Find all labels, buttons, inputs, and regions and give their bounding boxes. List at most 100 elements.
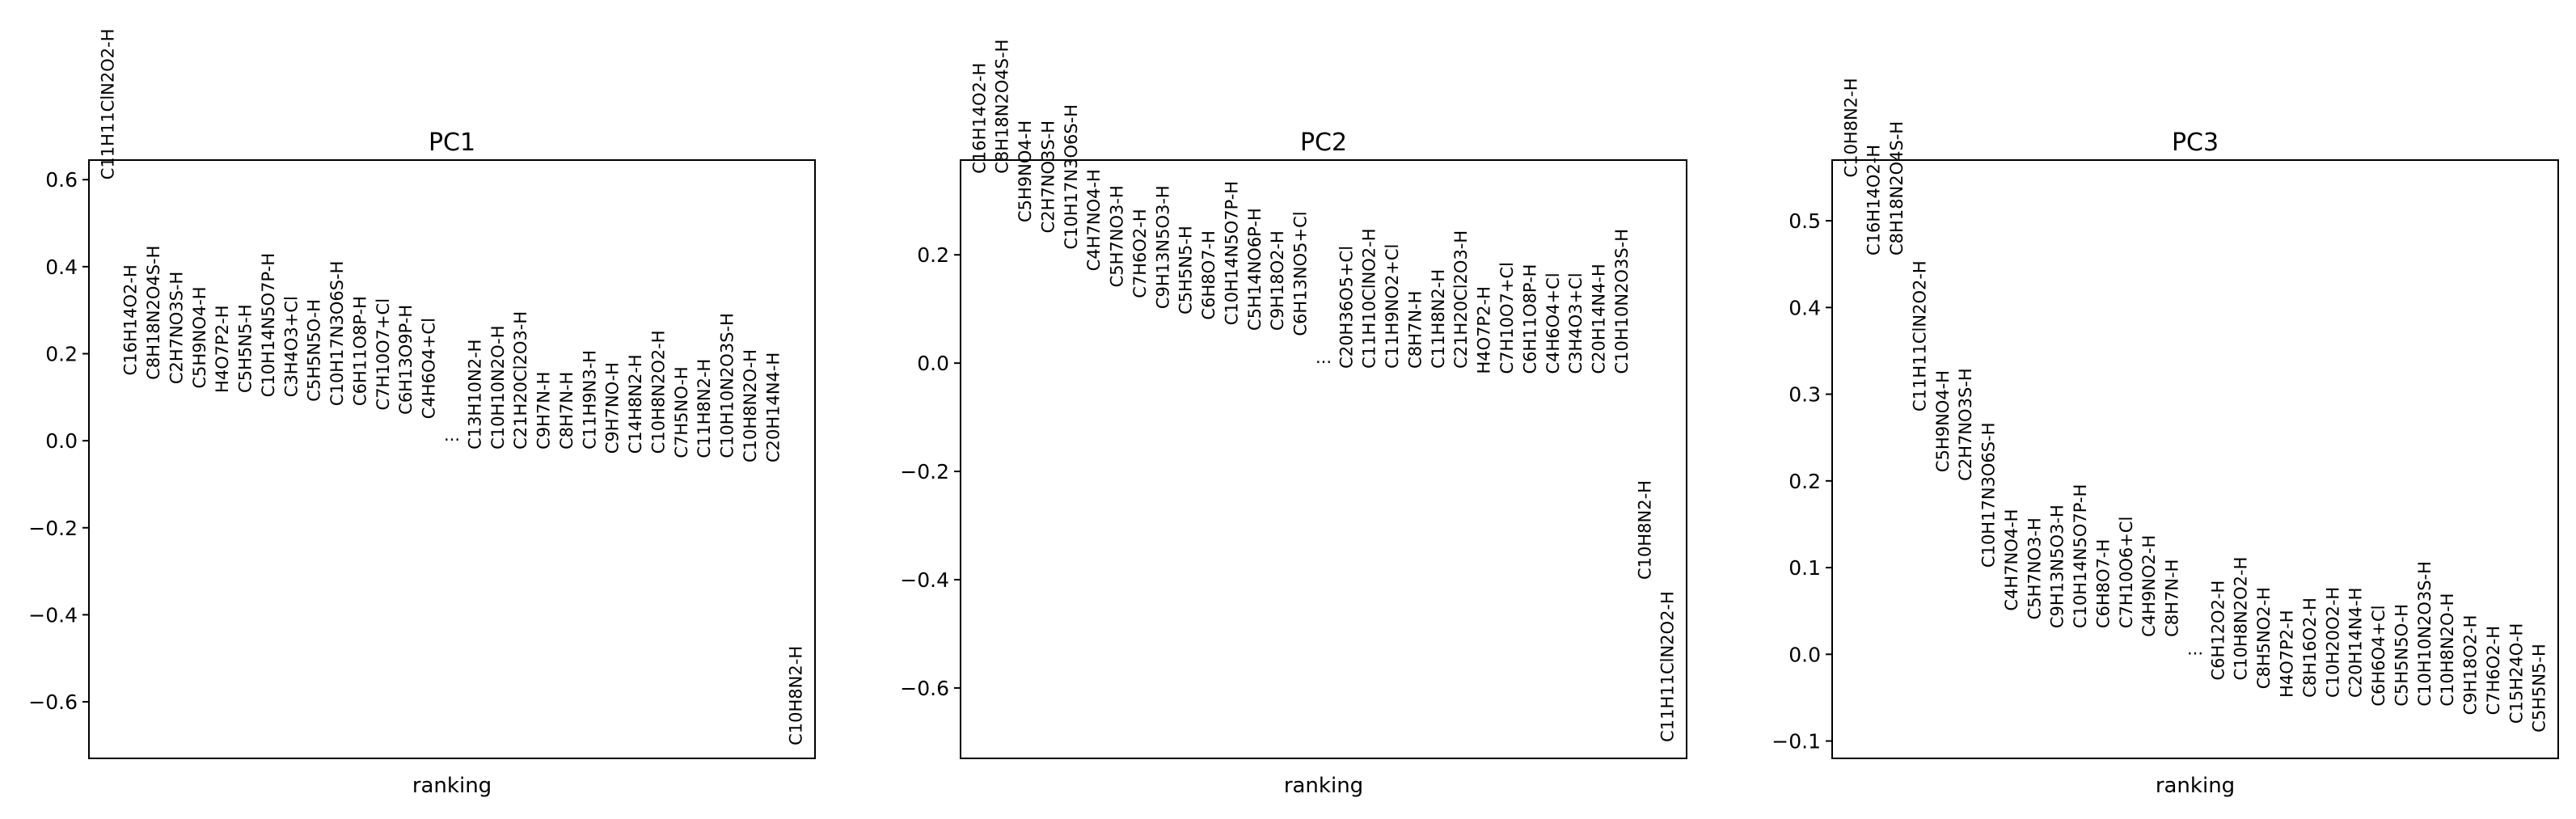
gene-label: C6H11O8P-H xyxy=(1520,264,1539,374)
gene-label: C6H8O7-H xyxy=(1199,230,1218,319)
gene-label: C5H7NO3-H xyxy=(2025,517,2044,619)
y-tick-label: 0.0 xyxy=(917,352,949,375)
gene-label: C8H18N2O4S-H xyxy=(993,40,1012,174)
gene-label: C9H13N5O3-H xyxy=(2048,504,2067,628)
y-tick-label: −0.4 xyxy=(900,568,949,592)
gene-label: C5H9NO4-H xyxy=(1933,370,1953,472)
gene-label: C5H9NO4-H xyxy=(1016,120,1035,222)
gene-label: C9H18O2-H xyxy=(2461,615,2481,716)
gene-label: C10H10N2O3S-H xyxy=(1612,229,1632,374)
gene-label: C8H5NO2-H xyxy=(2254,587,2274,689)
gene-label: C8H18N2O4S-H xyxy=(144,246,163,380)
gene-label: C10H14N5O7P-H xyxy=(1222,181,1241,325)
gene-label: C9H13N5O3-H xyxy=(1153,185,1172,309)
gene-label: C20H14N4-H xyxy=(1590,264,1609,374)
gene-label: C10H17N3O6S-H xyxy=(327,261,347,407)
gene-label: C2H7NO3S-H xyxy=(1038,120,1058,233)
gene-label: C3H4O3+Cl xyxy=(281,296,301,397)
gene-label: C5H7NO3-H xyxy=(1108,185,1127,287)
gene-label: C6H11O8P-H xyxy=(350,296,370,406)
gene-label: C10H20O2-H xyxy=(2323,587,2342,698)
gene-label: C11H8N2-H xyxy=(1429,269,1448,369)
y-tick-label: 0.1 xyxy=(1788,556,1821,580)
ellipsis-label: ... xyxy=(444,425,460,445)
panel-title: PC1 xyxy=(429,129,475,157)
gene-label: C11H9N3-H xyxy=(580,350,599,450)
gene-label: H4O7P2-H xyxy=(2278,610,2297,697)
gene-label: C8H18N2O4S-H xyxy=(1887,121,1907,255)
gene-label: C10H8N2-H xyxy=(787,646,806,745)
gene-label: C10H14N5O7P-H xyxy=(259,253,278,397)
gene-label: C20H36O5+Cl xyxy=(1337,246,1356,369)
y-tick-label: 0.0 xyxy=(1788,643,1821,666)
gene-label: C16H14O2-H xyxy=(121,264,141,375)
gene-label: C9H7N-H xyxy=(534,372,554,450)
gene-label: C11H11ClN2O2-H xyxy=(1658,591,1678,742)
y-tick-label: 0.2 xyxy=(1788,470,1821,493)
gene-label: C5H5N5-H xyxy=(1176,226,1196,315)
gene-label: C10H8N2O-H xyxy=(741,349,760,462)
gene-label: C8H16O2-H xyxy=(2300,597,2320,698)
gene-label: C9H7NO-H xyxy=(603,362,623,454)
y-tick-label: 0.5 xyxy=(1788,209,1821,233)
panel-pc1: PC1 ranking 0.6 0.4 0.2 0.0 −0.2 −0.4 −0.6 C11H11… xyxy=(28,28,816,798)
gene-label: C15H24O-H xyxy=(2506,623,2526,724)
y-tick-label: 0.6 xyxy=(45,168,78,192)
gene-label: C6H13NO5+Cl xyxy=(1291,211,1311,336)
y-tick-label: 0.2 xyxy=(45,342,78,365)
gene-label: C8H7N-H xyxy=(2163,559,2182,637)
gene-label: C10H17N3O6S-H xyxy=(1062,104,1081,250)
gene-label: C9H18O2-H xyxy=(1268,230,1287,331)
gene-label: C2H7NO3S-H xyxy=(167,272,186,384)
gene-label: C10H17N3O6S-H xyxy=(1979,422,1999,568)
gene-label: C5H5N5-H xyxy=(236,304,255,393)
y-tick-label: 0.4 xyxy=(1788,296,1821,319)
gene-label: C16H14O2-H xyxy=(969,63,989,174)
y-tick-label: −0.6 xyxy=(900,677,949,700)
gene-label: C6H12O2-H xyxy=(2208,580,2228,681)
gene-label: C6H8O7-H xyxy=(2093,539,2113,628)
panel-pc3: PC3 ranking 0.5 0.4 0.3 0.2 0.1 0.0 −0.1 C10H8N2-… xyxy=(1772,78,2559,798)
gene-label: C7H10O6+Cl xyxy=(2117,517,2136,629)
gene-label: C4H6O4+Cl xyxy=(1543,272,1563,374)
y-tick-label: 0.3 xyxy=(1788,383,1821,407)
gene-label: C2H7NO3S-H xyxy=(1956,368,1975,480)
gene-label: C20H14N4-H xyxy=(2346,588,2366,698)
gene-label: C5H9NO4-H xyxy=(190,286,209,388)
axes-frame xyxy=(1831,159,2559,759)
y-tick-label: 0.2 xyxy=(917,243,949,267)
gene-label: C4H7NO4-H xyxy=(2002,509,2021,611)
gene-label: C10H10N2O3S-H xyxy=(2415,561,2435,707)
gene-label: C11H8N2-H xyxy=(695,359,714,458)
gene-label: C11H10ClNO2-H xyxy=(1360,228,1379,368)
y-tick-label: −0.6 xyxy=(28,690,78,714)
x-axis-label: ranking xyxy=(412,774,492,798)
gene-label: C5H5N5O-H xyxy=(305,299,324,402)
gene-label: C10H8N2O2-H xyxy=(2232,557,2251,681)
gene-label: H4O7P2-H xyxy=(213,305,232,392)
gene-label: C10H14N5O7P-H xyxy=(2071,484,2090,628)
gene-label: C21H20Cl2O3-H xyxy=(511,311,530,450)
panel-title: PC3 xyxy=(2172,129,2219,157)
gene-label: C4H7NO4-H xyxy=(1084,169,1104,271)
gene-label: C16H14O2-H xyxy=(1864,145,1884,255)
gene-label: C10H8N2O2-H xyxy=(648,330,668,454)
gene-label: C4H9NO2-H xyxy=(2139,535,2159,637)
gene-label: C4H6O4+Cl xyxy=(420,318,439,419)
axes-frame xyxy=(960,159,1687,759)
axes-frame xyxy=(88,159,816,759)
gene-label: H4O7P2-H xyxy=(1475,286,1494,374)
ellipsis-label: ... xyxy=(2187,639,2203,658)
y-tick-label: −0.2 xyxy=(28,517,78,540)
gene-label: C7H5NO-H xyxy=(672,366,691,458)
gene-label: C11H11ClN2O2-H xyxy=(1910,260,1929,412)
x-axis-label: ranking xyxy=(2156,774,2235,798)
y-tick-label: 0.4 xyxy=(45,255,78,279)
x-axis-label: ranking xyxy=(1284,774,1363,798)
ellipsis-label: ... xyxy=(1315,348,1332,367)
gene-label: C8H7N-H xyxy=(1406,291,1425,369)
gene-label: C21H20Cl2O3-H xyxy=(1451,230,1471,369)
gene-label: C14H8N2-H xyxy=(626,354,645,454)
